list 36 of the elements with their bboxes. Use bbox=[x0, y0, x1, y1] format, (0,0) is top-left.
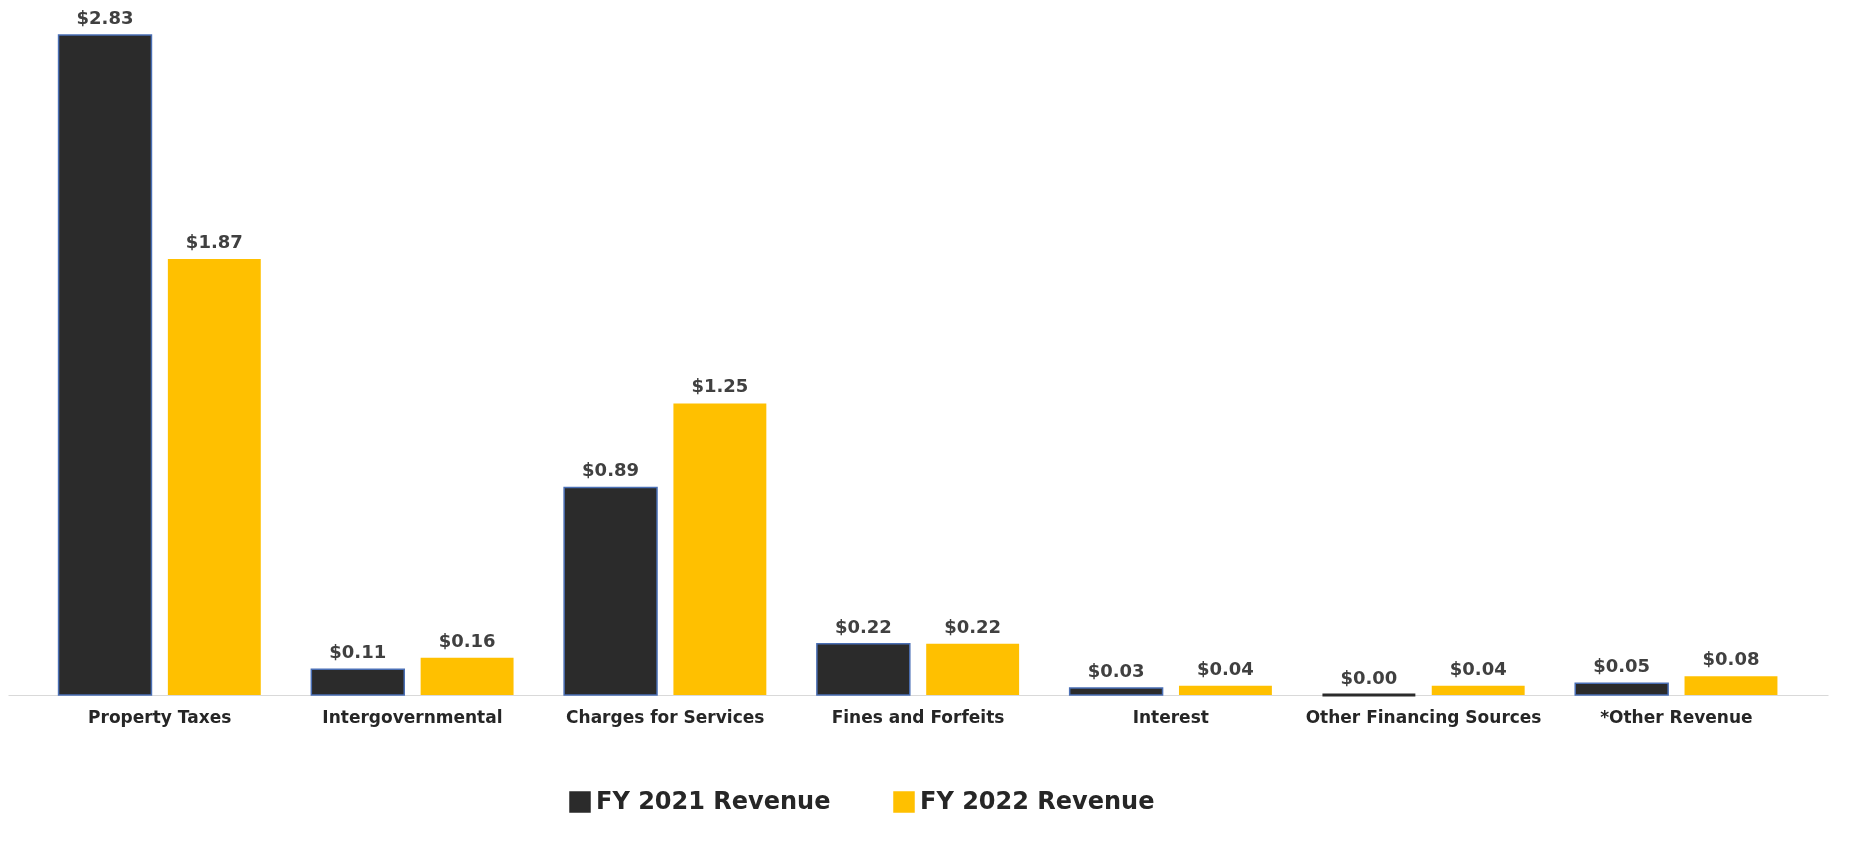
bar bbox=[563, 486, 658, 696]
x-tick-label: Fines and Forfeits bbox=[831, 706, 1005, 727]
x-tick-label: Charges for Services bbox=[566, 706, 765, 727]
bar bbox=[167, 258, 261, 695]
data-label: $2.83 bbox=[76, 7, 134, 28]
bar bbox=[1684, 676, 1778, 695]
data-label: $1.25 bbox=[691, 375, 749, 397]
data-label: $0.89 bbox=[582, 459, 640, 481]
x-tick-label: Property Taxes bbox=[88, 706, 232, 727]
data-label: $0.11 bbox=[329, 641, 387, 663]
data-label: $0.16 bbox=[438, 629, 496, 651]
bar bbox=[1431, 685, 1525, 695]
data-label: $0.22 bbox=[834, 615, 892, 637]
data-label: $0.04 bbox=[1449, 657, 1507, 679]
bar bbox=[1574, 682, 1669, 696]
bar bbox=[57, 34, 153, 696]
legend-label: FY 2021 Revenue bbox=[596, 787, 831, 815]
legend-label: FY 2022 Revenue bbox=[920, 787, 1155, 815]
x-tick-label: Interest bbox=[1132, 706, 1209, 727]
bar bbox=[1178, 685, 1272, 695]
data-label: $1.87 bbox=[185, 230, 243, 252]
data-label: $0.00 bbox=[1340, 667, 1398, 688]
x-tick-label: Other Financing Sources bbox=[1305, 706, 1542, 727]
data-label: $0.03 bbox=[1087, 660, 1145, 681]
data-label: $0.04 bbox=[1196, 657, 1254, 679]
bar bbox=[673, 403, 767, 695]
bar bbox=[1068, 687, 1164, 696]
x-tick-label: Intergovernmental bbox=[322, 706, 503, 727]
x-tick-label: *Other Revenue bbox=[1600, 706, 1753, 727]
bar bbox=[420, 657, 514, 695]
bar bbox=[926, 643, 1020, 695]
bar bbox=[310, 668, 405, 696]
data-label: $0.05 bbox=[1593, 655, 1651, 677]
data-label: $0.08 bbox=[1702, 648, 1760, 670]
bar bbox=[816, 642, 911, 696]
data-label: $0.22 bbox=[944, 615, 1002, 637]
